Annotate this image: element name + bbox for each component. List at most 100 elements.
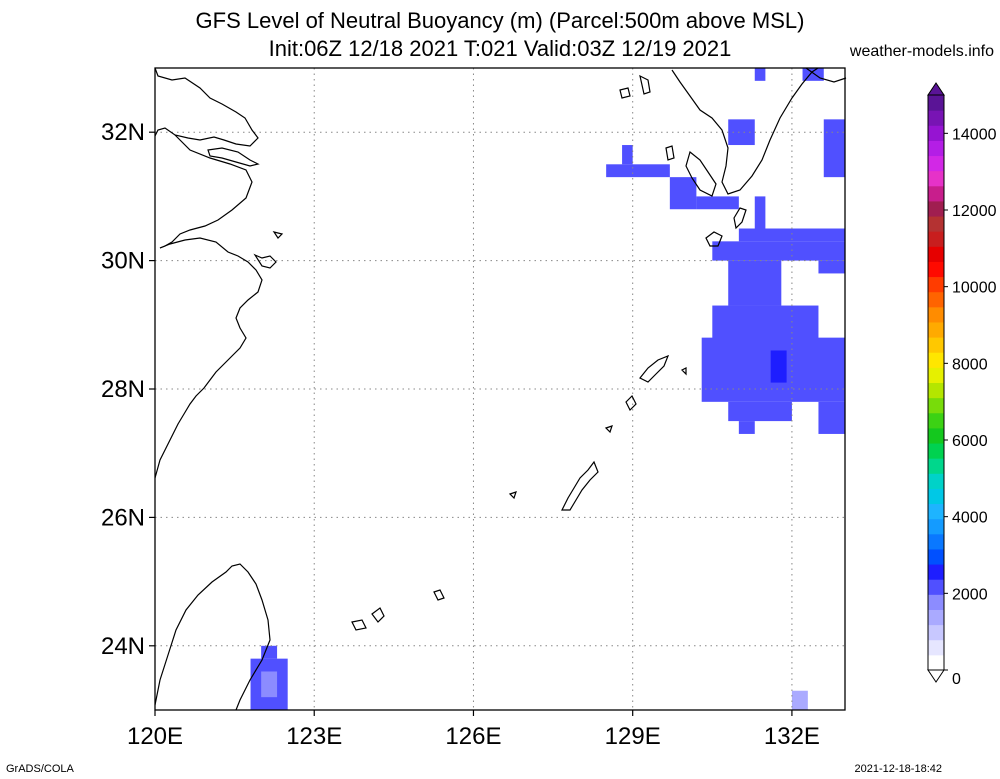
colorbar-segment	[928, 276, 944, 293]
coastline-amami	[639, 354, 670, 383]
lnb-cell	[738, 228, 845, 242]
lon-tick-label: 132E	[764, 723, 820, 750]
coastline-yangtze	[207, 147, 260, 167]
lnb-cell	[261, 671, 278, 698]
colorbar-tick-label: 8000	[952, 356, 988, 373]
lon-tick-label: 123E	[286, 723, 342, 750]
colorbar-segment	[928, 427, 944, 444]
colorbar-segment	[928, 564, 944, 580]
lnb-cell	[738, 421, 755, 434]
colorbar-segment	[928, 200, 944, 217]
colorbar-segment	[928, 306, 944, 323]
colorbar-segment	[928, 533, 944, 550]
coastline-china	[154, 67, 259, 147]
colorbar-segment	[928, 291, 944, 308]
colorbar-segment	[928, 412, 944, 429]
lnb-cell	[818, 260, 845, 274]
lnb-cell	[606, 164, 670, 178]
colorbar-segment	[928, 579, 944, 595]
colorbar-segment	[928, 548, 944, 565]
coastline-tanegashima	[705, 207, 747, 247]
coastline-goto	[619, 74, 675, 161]
colorbar-segment	[928, 518, 944, 535]
coastline-kyushu	[671, 67, 819, 195]
coastline-islands-zhoushan	[253, 231, 284, 269]
coastlines	[154, 67, 847, 711]
coastline-okinawa	[561, 460, 599, 511]
lnb-cell	[728, 260, 782, 306]
lnb-cell	[754, 68, 766, 81]
lnb-cell	[823, 119, 845, 178]
lnb-cell	[669, 177, 697, 210]
latitude-ticks: 32N 30N 28N 26N 24N	[101, 119, 155, 660]
lat-tick-label: 28N	[101, 376, 145, 403]
colorbar-arrow-top	[927, 82, 945, 96]
timestamp: 2021-12-18-18:42	[854, 763, 942, 775]
colorbar-arrow-bottom	[927, 669, 945, 683]
lnb-cell	[728, 401, 792, 422]
lat-tick-label: 26N	[101, 504, 145, 531]
colorbar-segment	[928, 155, 944, 172]
lnb-cell	[622, 145, 633, 165]
lnb-cell	[261, 645, 278, 659]
lnb-cell	[712, 241, 845, 261]
colorbar-segment	[928, 458, 944, 474]
colorbar-segment	[928, 594, 944, 610]
map-subtitle: Init:06Z 12/18 2021 T:021 Valid:03Z 12/1…	[268, 36, 732, 61]
longitude-ticks: 120E 123E 126E 129E 132E	[127, 710, 820, 750]
colorbar-segment	[928, 231, 944, 247]
coastline-shikoku	[805, 67, 847, 83]
lat-tick-label: 24N	[101, 633, 145, 660]
colorbar-segment	[928, 654, 944, 671]
source-credit: weather-models.info	[849, 43, 994, 60]
colorbar-tick-label: 0	[952, 671, 961, 688]
colorbar-segment	[928, 382, 944, 399]
colorbar-segment	[928, 352, 944, 368]
lon-tick-label: 126E	[445, 723, 501, 750]
coastline-china-south	[154, 237, 263, 479]
colorbar-tick-label: 4000	[952, 510, 988, 527]
colorbar-segment	[928, 488, 944, 505]
lnb-cell	[754, 196, 766, 229]
lon-tick-label: 129E	[605, 723, 661, 750]
colorbar-segment	[928, 609, 944, 626]
colorbar-segment	[928, 503, 944, 520]
colorbar-ticks: 0 2000 4000 6000 8000 10000 12000 14000	[944, 126, 997, 688]
colorbar-segment	[928, 443, 944, 459]
colorbar-tick-label: 10000	[952, 280, 997, 297]
lat-tick-label: 30N	[101, 248, 145, 275]
colorbar-segment	[928, 624, 944, 641]
colorbar-segment	[928, 95, 944, 111]
colorbar-segment	[928, 216, 944, 232]
lon-tick-label: 120E	[127, 723, 183, 750]
coastline-taiwan	[154, 563, 271, 711]
coastline-small-islands	[351, 367, 687, 631]
colorbar-tick-label: 14000	[952, 126, 997, 143]
lnb-cell	[728, 119, 755, 146]
colorbar-segment	[928, 170, 944, 187]
colorbar-segment	[928, 337, 944, 353]
colorbar-segment	[928, 246, 944, 262]
colorbar-tick-label: 6000	[952, 433, 988, 450]
lnb-cell	[770, 350, 787, 383]
colorbar-segment	[928, 397, 944, 414]
colorbar	[927, 82, 945, 683]
colorbar-segment	[928, 321, 944, 338]
software-credit: GrADS/COLA	[6, 763, 74, 775]
colorbar-segment	[928, 110, 944, 126]
colorbar-tick-label: 12000	[952, 203, 997, 220]
colorbar-segment	[928, 125, 944, 141]
colorbar-segment	[928, 367, 944, 383]
lat-tick-label: 32N	[101, 119, 145, 146]
coastline-kyushu-west	[685, 150, 717, 197]
colorbar-segment	[928, 261, 944, 278]
lnb-cell	[791, 690, 808, 710]
coastline-china-bay	[159, 134, 253, 249]
colorbar-segment	[928, 140, 944, 157]
colorbar-segment	[928, 185, 944, 202]
colorbar-tick-label: 2000	[952, 586, 988, 603]
lnb-cell	[696, 196, 739, 210]
colorbar-segment	[928, 473, 944, 489]
lnb-cell	[818, 401, 845, 434]
